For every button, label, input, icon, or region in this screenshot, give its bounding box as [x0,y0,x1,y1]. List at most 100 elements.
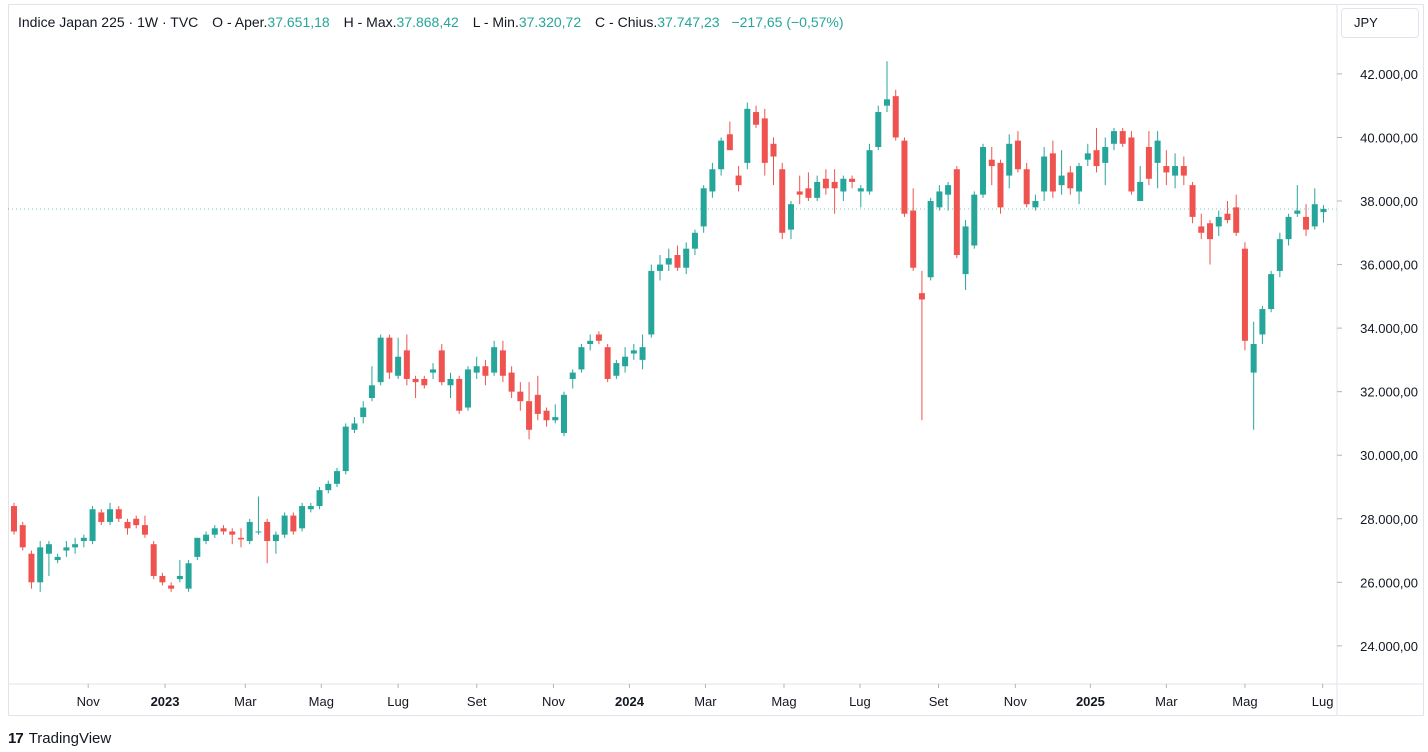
y-tick-label: 32.000,00 [1360,385,1418,400]
candle-body [1198,226,1205,233]
candle [953,166,960,259]
candle-body [150,544,157,576]
candle-body [360,407,367,418]
candle-body [159,575,166,583]
candle-body [1110,131,1117,144]
candle-body [482,366,489,376]
candle-body [1268,274,1275,310]
candle-body [386,337,393,373]
ohlc-legend: Indice Japan 225 · 1W · TVC O - Aper.37.… [18,14,844,30]
candle [1076,162,1083,205]
x-tick-label: Lug [1312,694,1334,709]
candle-body [1215,216,1222,227]
candle-body [543,410,550,421]
x-tick-label: Set [467,694,487,709]
candle-body [761,118,768,163]
candle-body [1023,169,1030,205]
candle [141,515,148,538]
candle [1207,220,1214,265]
candle-body [744,108,751,163]
candle [264,518,271,564]
candle [1023,162,1030,208]
candle-body [1259,309,1266,335]
candle-body [1084,153,1091,160]
candle-body [334,471,341,484]
candle-body [115,509,122,519]
candle-body [560,394,567,433]
candle-body [578,347,585,370]
candle-body [892,96,899,138]
candle-body [211,528,218,535]
candle [351,417,358,433]
candle-body [587,340,594,344]
candle-body [1058,175,1065,186]
candle [421,375,428,389]
candle-body [1032,201,1039,208]
candle-body [412,378,419,383]
candle-body [246,521,253,542]
candle-body [665,258,672,265]
candle-body [307,506,314,510]
candle [822,169,829,195]
candle [831,169,838,214]
candle-body [194,537,201,557]
candle [534,375,541,421]
candle [918,270,925,421]
candle [159,572,166,586]
candle [1128,131,1135,195]
candle [89,506,96,545]
x-tick-label: Set [929,694,949,709]
candle-body [604,347,611,379]
candle-body [1145,146,1152,179]
candle [884,61,890,113]
candle-body [1276,239,1283,271]
symbol-label[interactable]: Indice Japan 225 · 1W · TVC [18,14,199,30]
candle [569,369,576,389]
tradingview-logo-icon: 17 [8,730,24,747]
candle-body [237,537,244,540]
currency-button[interactable]: JPY [1341,8,1419,38]
x-tick-label: Lug [849,694,871,709]
candle [971,191,978,249]
candle-body [517,391,524,402]
candle-body [491,347,498,373]
candle [657,255,664,281]
candle [430,363,437,379]
x-tick-label: Mar [234,694,257,709]
candle [552,404,559,424]
x-tick-label: Lug [387,694,409,709]
candle-body [1172,166,1179,176]
candle-body [438,350,445,383]
candle [229,528,236,545]
candle [700,185,707,233]
candle [1163,150,1170,186]
candle-body [884,99,890,106]
candle [648,264,655,338]
tradingview-brand[interactable]: 17 TradingView [8,730,111,747]
candle [1268,270,1275,313]
candle [866,143,873,195]
candle-body [630,350,637,354]
x-tick-label: 2024 [615,694,645,709]
candle-body [875,112,882,147]
candle-body [447,378,454,386]
candle [168,582,175,592]
candle-body [325,483,332,491]
candle-body [622,356,629,367]
candle-body [683,248,690,268]
candle-body [866,150,873,192]
candle [334,467,341,487]
candle [1110,127,1117,151]
candle [482,359,489,386]
candle-body [1006,143,1013,176]
candle [1285,213,1292,246]
y-tick-label: 34.000,00 [1360,321,1418,336]
candle [1303,204,1310,236]
candle [770,137,777,186]
candle-body [613,363,620,376]
candle [1189,181,1196,224]
candle [560,391,567,437]
candle-body [709,169,716,192]
chart-frame [8,4,1424,716]
